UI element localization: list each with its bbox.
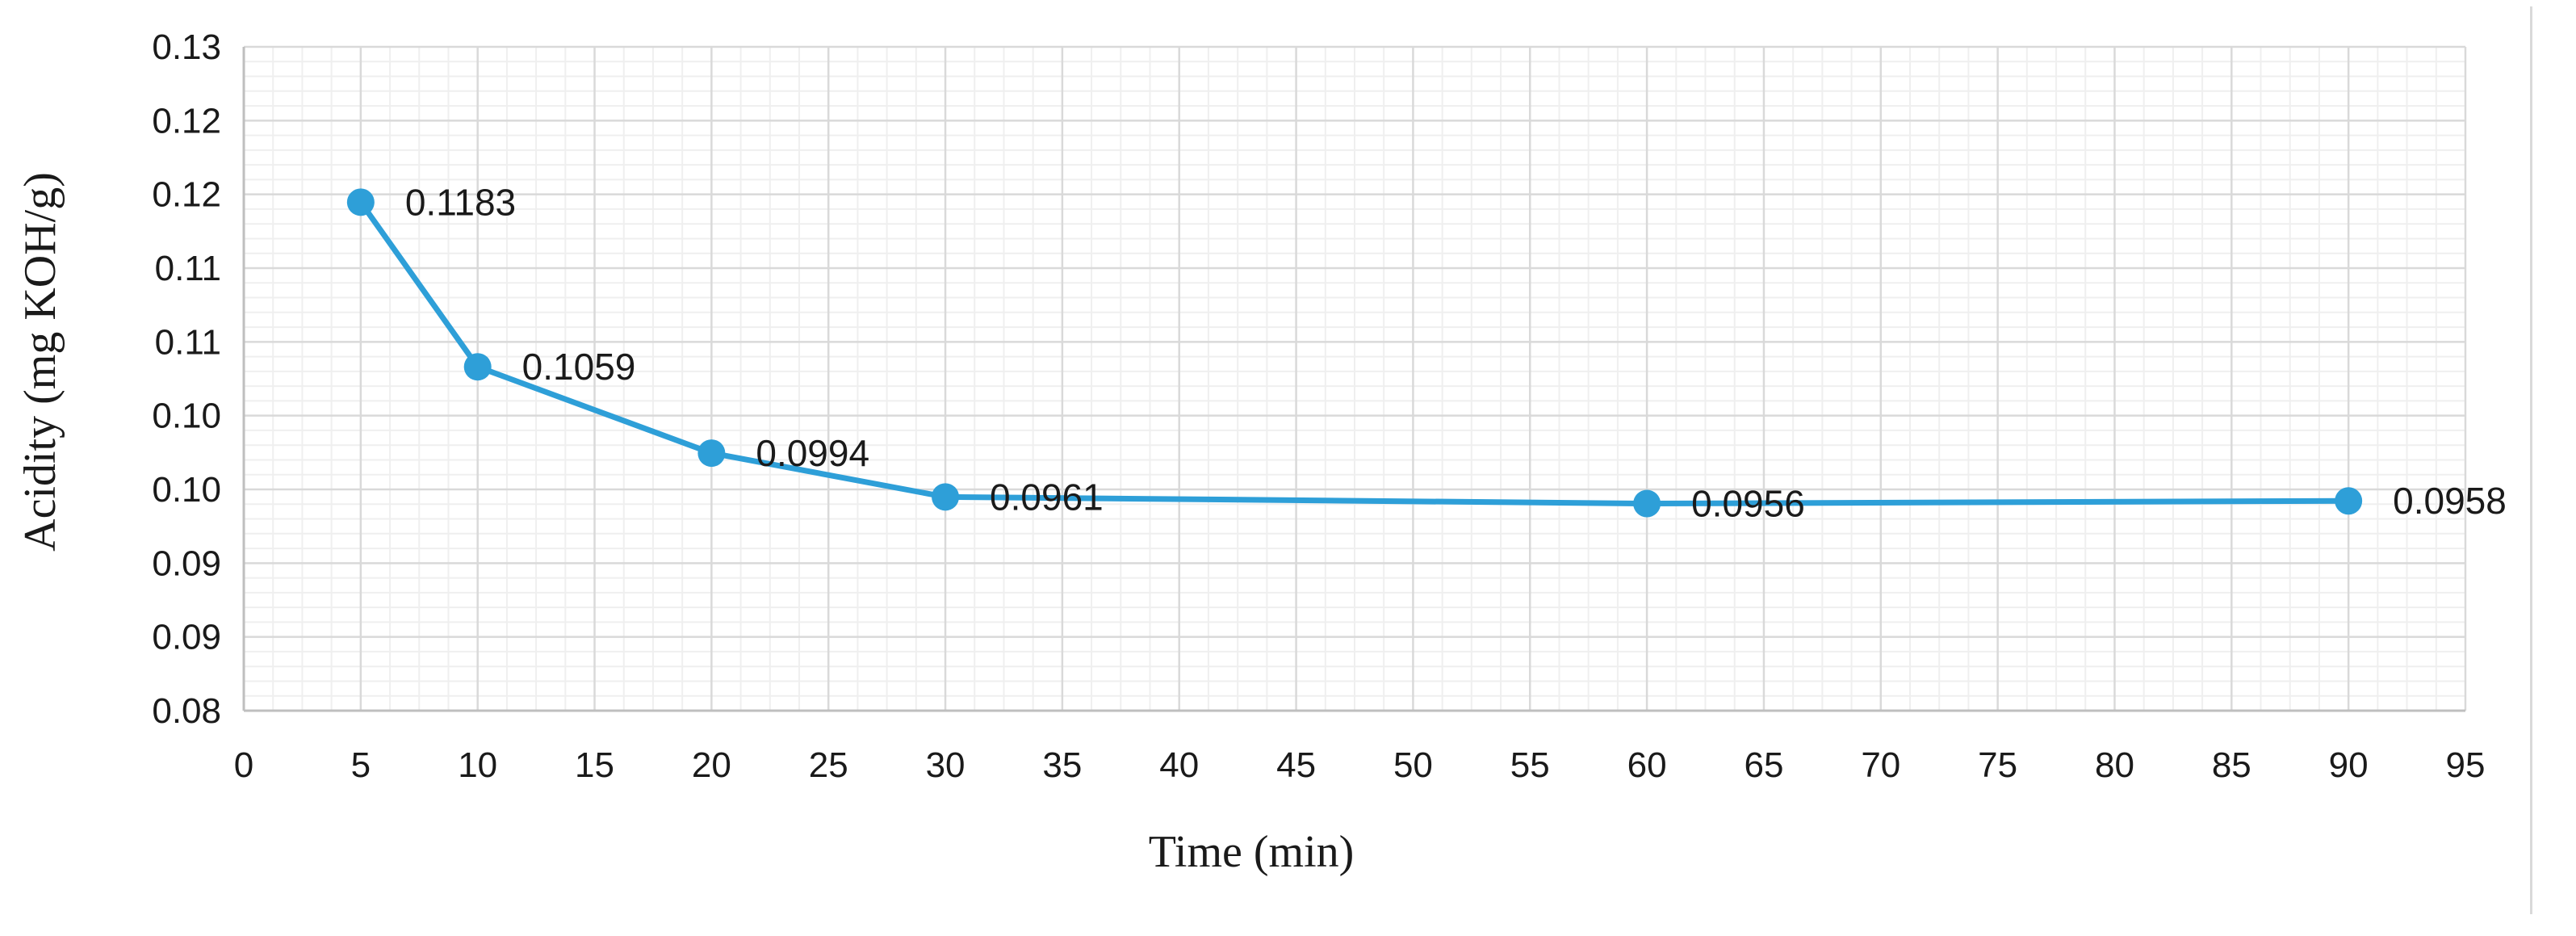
x-axis-title: Time (min) bbox=[1149, 827, 1355, 877]
x-tick-label: 55 bbox=[1510, 745, 1550, 785]
data-label: 0.0958 bbox=[2393, 480, 2507, 522]
data-points bbox=[346, 188, 2363, 518]
data-labels: 0.1183 0.1059 0.0994 0.0961 0.0956 0.0958 bbox=[405, 181, 2507, 524]
x-tick-label: 20 bbox=[692, 745, 731, 785]
x-tick-label: 60 bbox=[1627, 745, 1667, 785]
series-line bbox=[358, 200, 2349, 507]
axes bbox=[242, 47, 2465, 712]
x-tick-label: 5 bbox=[351, 745, 371, 785]
x-tick-label: 50 bbox=[1393, 745, 1433, 785]
x-tick-label: 80 bbox=[2095, 745, 2134, 785]
data-point bbox=[932, 483, 960, 511]
x-tick-label: 70 bbox=[1861, 745, 1900, 785]
x-tick-label: 10 bbox=[458, 745, 497, 785]
data-label: 0.0956 bbox=[1691, 483, 1805, 525]
y-tick-labels: 0.08 0.09 0.09 0.10 0.10 0.11 0.11 0.12 0.12 0.13 bbox=[152, 27, 221, 731]
x-tick-label: 95 bbox=[2446, 745, 2486, 785]
y-tick-label: 0.10 bbox=[152, 470, 221, 510]
series-lines bbox=[358, 200, 2349, 507]
x-tick-label: 90 bbox=[2329, 745, 2369, 785]
y-tick-label: 0.12 bbox=[152, 101, 221, 141]
data-label: 0.1059 bbox=[522, 346, 636, 388]
data-label: 0.1183 bbox=[405, 181, 516, 223]
data-point bbox=[1633, 489, 1661, 518]
x-tick-label: 0 bbox=[234, 745, 253, 785]
data-point bbox=[463, 353, 492, 381]
x-tick-label: 30 bbox=[926, 745, 965, 785]
x-tick-label: 75 bbox=[1978, 745, 2017, 785]
x-tick-labels: 0 5 10 15 20 25 30 35 40 45 50 55 60 65 70 75 80 85 90 95 bbox=[234, 745, 2486, 785]
panel-divider bbox=[2530, 6, 2532, 914]
y-axis-title: Acidity (mg KOH/g) bbox=[15, 172, 65, 552]
data-label: 0.0961 bbox=[990, 476, 1104, 518]
data-point bbox=[346, 188, 375, 216]
x-tick-label: 15 bbox=[575, 745, 614, 785]
data-point bbox=[2335, 487, 2363, 515]
y-tick-label: 0.12 bbox=[152, 175, 221, 215]
x-tick-label: 40 bbox=[1159, 745, 1199, 785]
minor-gridlines bbox=[244, 47, 2465, 711]
x-tick-label: 25 bbox=[809, 745, 848, 785]
x-tick-label: 65 bbox=[1744, 745, 1783, 785]
y-tick-label: 0.11 bbox=[155, 322, 221, 362]
y-tick-label: 0.09 bbox=[152, 544, 221, 583]
data-point bbox=[697, 439, 726, 468]
y-tick-label: 0.13 bbox=[152, 27, 221, 67]
x-tick-label: 35 bbox=[1042, 745, 1082, 785]
y-tick-label: 0.10 bbox=[152, 397, 221, 436]
x-tick-label: 85 bbox=[2212, 745, 2251, 785]
data-label: 0.0994 bbox=[756, 432, 869, 474]
y-tick-label: 0.09 bbox=[152, 618, 221, 657]
y-tick-label: 0.08 bbox=[152, 691, 221, 731]
y-tick-label: 0.11 bbox=[155, 249, 221, 288]
x-tick-label: 45 bbox=[1276, 745, 1316, 785]
